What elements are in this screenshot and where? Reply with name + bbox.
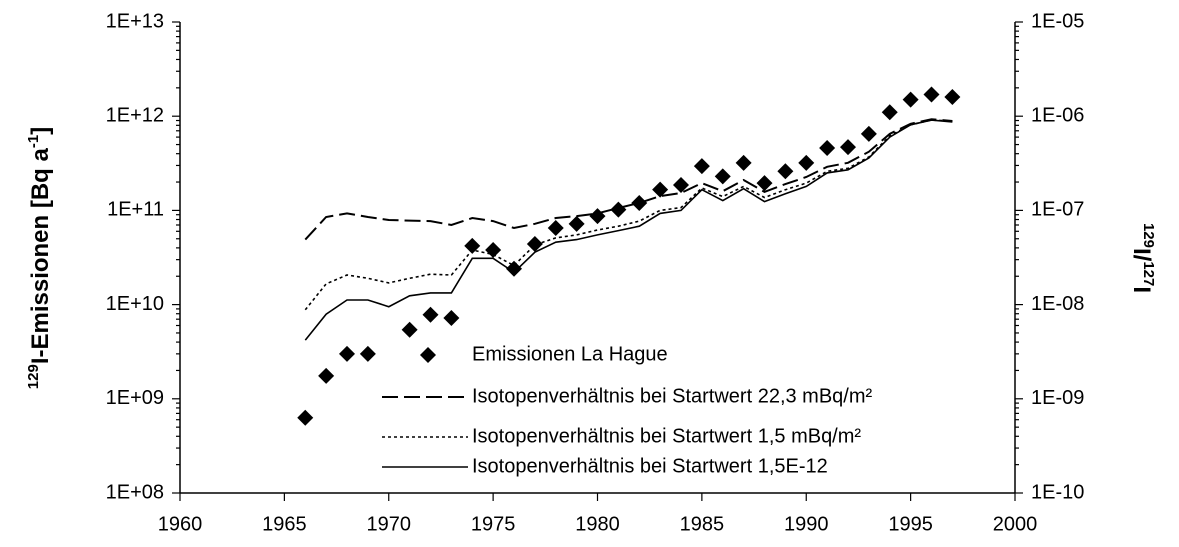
data-point <box>735 154 752 171</box>
data-point <box>902 91 919 108</box>
y-tick-label: 1E-10 <box>1031 481 1084 503</box>
data-point <box>568 215 585 232</box>
data-point <box>673 177 689 194</box>
y-tick-label: 1E-09 <box>1031 387 1084 409</box>
data-point <box>777 163 794 180</box>
data-point <box>714 168 731 185</box>
data-point <box>881 104 898 121</box>
y-label-sup: 129 <box>25 364 42 389</box>
y2-axis-label: 129I/127I <box>1128 223 1157 293</box>
data-point <box>318 367 335 384</box>
data-line <box>304 118 953 241</box>
data-point <box>506 260 522 277</box>
data-point <box>840 139 856 156</box>
data-point <box>401 321 418 338</box>
data-point <box>631 194 648 211</box>
x-tick-label: 1970 <box>367 513 412 535</box>
y2-label-sup: 129 <box>1140 223 1157 248</box>
data-point <box>819 139 836 156</box>
legend-marker <box>420 347 436 363</box>
y-tick-label: 1E-06 <box>1031 104 1084 126</box>
data-point <box>610 201 627 218</box>
data-point <box>526 235 543 252</box>
y2-label-end: I <box>1128 286 1155 293</box>
y-tick-label: 1E+10 <box>106 293 164 315</box>
data-point <box>464 237 481 254</box>
y-tick-label: 1E+11 <box>107 199 164 221</box>
x-tick-label: 1985 <box>680 513 725 535</box>
data-point <box>359 345 376 362</box>
x-tick-label: 1990 <box>784 513 829 535</box>
data-point <box>652 181 669 198</box>
y-tick-label: 1E+13 <box>106 10 164 32</box>
data-point <box>443 310 460 327</box>
x-tick-label: 1965 <box>262 513 307 535</box>
y-label-end: ] <box>27 127 54 135</box>
y-axis-label: 129I-Emissionen [Bq a-1] <box>25 127 54 389</box>
y-tick-label: 1E+08 <box>106 481 164 503</box>
y-label-sup: -1 <box>25 135 42 148</box>
data-point <box>798 154 815 171</box>
data-point <box>923 86 940 103</box>
y-tick-label: 1E-05 <box>1031 10 1084 32</box>
legend-label: Emissionen La Hague <box>472 343 668 365</box>
y-tick-label: 1E-07 <box>1031 199 1084 221</box>
data-point <box>693 158 710 175</box>
legend-label: Isotopenverhältnis bei Startwert 1,5 mBq… <box>472 425 861 447</box>
legend-label: Isotopenverhältnis bei Startwert 1,5E-12 <box>472 455 828 477</box>
x-tick-label: 2000 <box>993 513 1038 535</box>
data-point <box>422 306 439 323</box>
x-tick-label: 1975 <box>471 513 516 535</box>
data-point <box>547 220 564 237</box>
data-point <box>485 241 502 258</box>
y2-label-sup: 127 <box>1140 261 1157 286</box>
y-tick-label: 1E+09 <box>106 387 164 409</box>
x-tick-label: 1960 <box>158 513 203 535</box>
x-tick-label: 1980 <box>575 513 620 535</box>
x-tick-label: 1995 <box>888 513 933 535</box>
data-point <box>339 345 355 362</box>
data-line <box>304 119 953 341</box>
y2-label-main: I/ <box>1128 248 1155 262</box>
legend-label: Isotopenverhältnis bei Startwert 22,3 mB… <box>472 385 873 407</box>
y-label-main: I-Emissionen [Bq a <box>27 147 54 364</box>
data-point <box>944 88 961 105</box>
data-line <box>304 119 953 311</box>
data-point <box>589 208 606 225</box>
y-tick-label: 1E-08 <box>1031 293 1084 315</box>
y-tick-label: 1E+12 <box>106 104 164 126</box>
data-point <box>297 409 314 426</box>
data-point <box>860 125 877 142</box>
data-point <box>756 175 773 192</box>
